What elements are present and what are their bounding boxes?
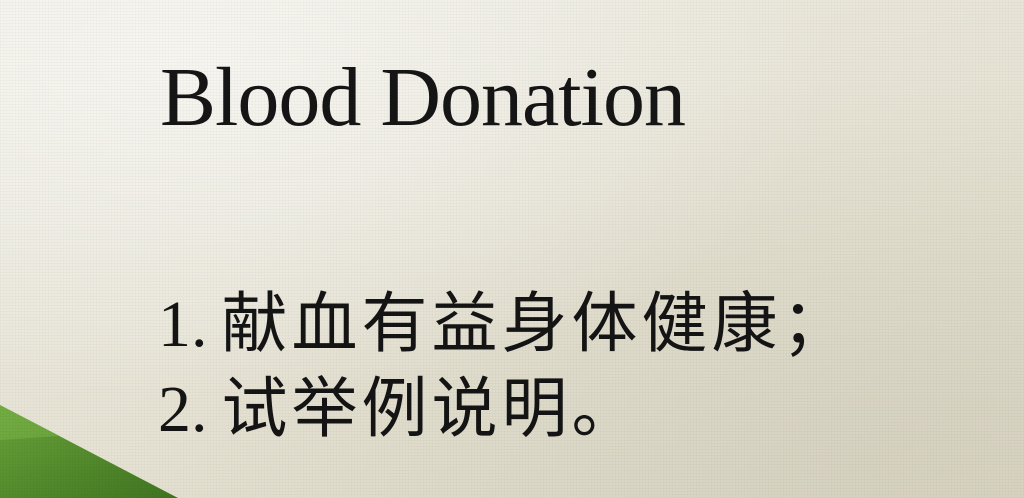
list-item-text: 试举例说明。 — [221, 370, 642, 447]
list-item-number: 2. — [158, 373, 208, 446]
list-item: 1. 献血有益身体健康； — [158, 282, 852, 367]
list-item-number: 1. — [158, 288, 208, 361]
list-item: 2. 试举例说明。 — [158, 367, 852, 452]
list-item-text: 献血有益身体健康； — [221, 285, 852, 362]
bullet-list: 1. 献血有益身体健康； 2. 试举例说明。 — [158, 282, 852, 452]
slide-title: Blood Donation — [160, 51, 686, 144]
